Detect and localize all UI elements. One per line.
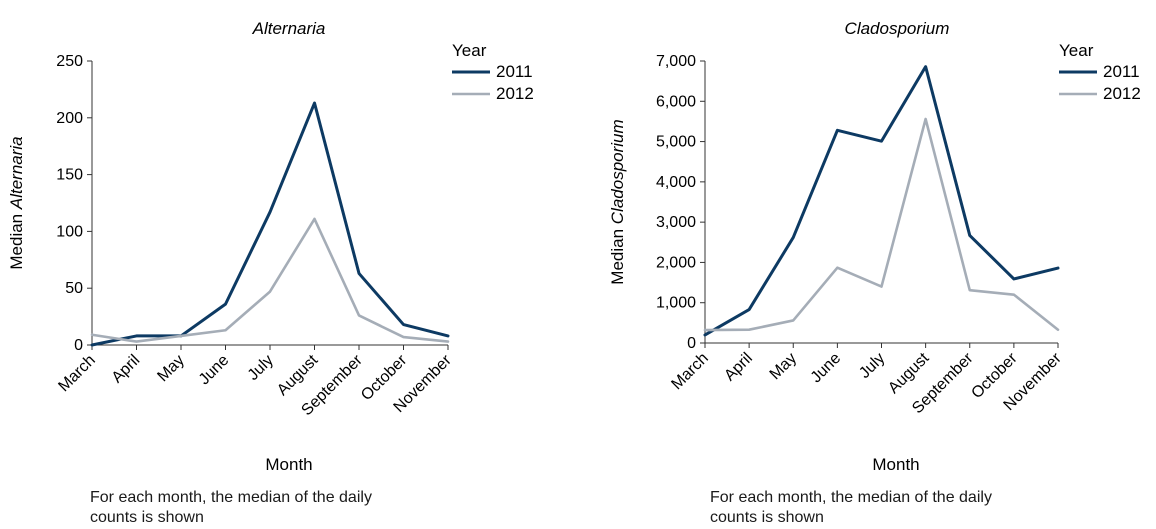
y-tick-label: 1,000 <box>656 295 696 312</box>
y-axis-label: Median Alternaria <box>7 136 26 269</box>
y-axis-label-prefix: Median <box>608 224 627 284</box>
y-tick-label: 4,000 <box>656 174 696 191</box>
y-tick-label: 50 <box>65 280 83 297</box>
series-line-2012 <box>705 119 1058 330</box>
x-axis-label: Month <box>872 455 919 474</box>
y-axis-label-italic: Cladosporium <box>608 119 627 224</box>
x-tick-label: March <box>668 350 711 393</box>
legend-title: Year <box>452 41 487 60</box>
series-line-2012 <box>92 219 448 342</box>
legend-label-2011: 2011 <box>496 62 533 81</box>
x-tick-label: May <box>154 352 187 385</box>
y-tick-label: 0 <box>74 337 83 354</box>
x-tick-label: May <box>767 350 800 383</box>
x-tick-label: April <box>109 352 144 387</box>
series-line-2011 <box>92 103 448 345</box>
y-tick-label: 150 <box>56 167 83 184</box>
x-tick-label: July <box>245 352 277 384</box>
x-tick-label: June <box>196 352 233 389</box>
chart-note-alternaria: For each month, the median of the daily … <box>90 488 380 528</box>
chart-title: Cladosporium <box>845 19 950 38</box>
x-axis-label: Month <box>265 455 312 474</box>
x-tick-label: April <box>721 350 756 385</box>
y-tick-label: 3,000 <box>656 214 696 231</box>
y-tick-label: 200 <box>56 110 83 127</box>
y-axis-label-italic: Alternaria <box>7 136 26 210</box>
x-tick-label: March <box>55 352 98 395</box>
legend-label-2012: 2012 <box>1103 84 1141 103</box>
y-tick-label: 6,000 <box>656 93 696 110</box>
x-tick-label: June <box>808 350 845 387</box>
y-tick-label: 2,000 <box>656 254 696 271</box>
chart-note-cladosporium: For each month, the median of the daily … <box>710 488 1000 528</box>
chart-title: Alternaria <box>252 19 326 38</box>
y-axis-label: Median Cladosporium <box>608 119 627 284</box>
y-tick-label: 0 <box>687 335 696 352</box>
chart-0: Alternaria 0 50 100 150 200 250 March April May Ju… <box>7 19 534 474</box>
legend-title: Year <box>1059 41 1094 60</box>
legend-label-2012: 2012 <box>496 84 534 103</box>
legend-label-2011: 2011 <box>1103 62 1140 81</box>
y-tick-label: 100 <box>56 223 83 240</box>
y-tick-label: 5,000 <box>656 134 696 151</box>
y-tick-label: 7,000 <box>656 53 696 70</box>
chart-1: Cladosporium 0 1,000 2,000 3,000 4,000 5,000 6,… <box>608 19 1141 474</box>
y-axis-label-prefix: Median <box>7 209 26 269</box>
y-tick-label: 250 <box>56 53 83 70</box>
x-tick-label: July <box>856 350 888 382</box>
